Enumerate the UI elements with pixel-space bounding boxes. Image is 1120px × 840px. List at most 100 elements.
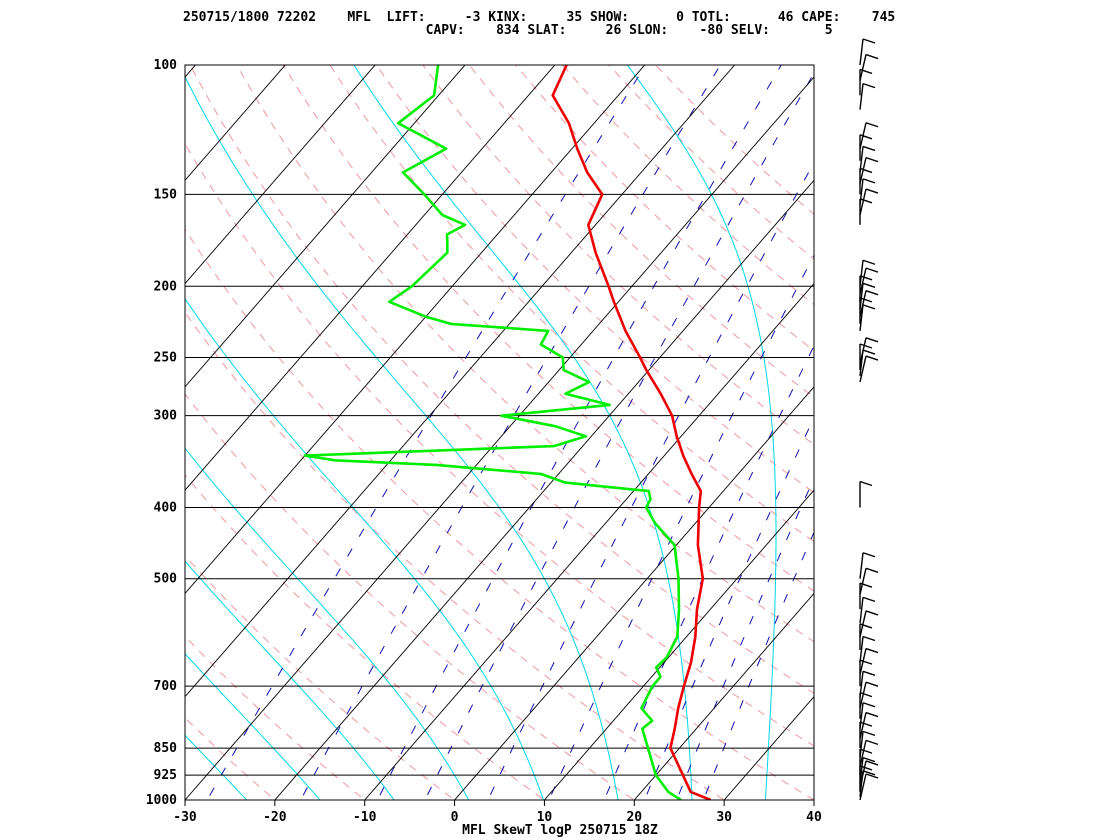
plot-frame [184, 64, 815, 801]
wind-barb [859, 145, 876, 173]
wind-barb [859, 259, 876, 287]
wind-barb [859, 188, 879, 216]
isotherm [633, 592, 814, 800]
temp-tick-label: 40 [806, 810, 822, 825]
wind-barb [859, 355, 879, 383]
mixing-ratio-line [376, 65, 782, 800]
wind-barb [859, 198, 873, 225]
pressure-tick-label: 700 [154, 679, 178, 694]
wind-barb [859, 756, 876, 784]
isotherm [185, 65, 197, 78]
wind-barb [859, 122, 879, 149]
wind-barb [859, 337, 879, 364]
pressure-tick-label: 100 [154, 58, 178, 73]
mixing-ratio-line [548, 254, 814, 800]
dry-adiabat [185, 717, 276, 800]
dry-adiabat [185, 474, 546, 800]
temp-tick-label: -20 [263, 810, 287, 825]
wind-barb [859, 343, 873, 371]
wind-barb [859, 681, 879, 709]
temp-tick-label: -10 [353, 810, 377, 825]
moist-adiabat [353, 65, 693, 800]
temp-tick-label: 10 [537, 810, 553, 825]
isotherm [813, 799, 814, 800]
mixing-ratio-line [424, 72, 814, 800]
moist-adiabat [626, 65, 777, 800]
dry-adiabat [185, 311, 726, 800]
isotherm [185, 65, 286, 181]
temp-tick-label: 30 [716, 810, 732, 825]
mixing-ratio-line [603, 344, 814, 800]
wind-barb [859, 156, 879, 184]
isotherm [185, 65, 646, 595]
temp-tick-label: 20 [626, 810, 642, 825]
pressure-tick-label: 500 [154, 572, 178, 587]
temp-tick-label: -30 [173, 810, 197, 825]
dry-adiabat [375, 65, 814, 494]
isotherm [453, 386, 814, 800]
wind-barb [859, 552, 876, 579]
moist-adiabat [185, 653, 321, 800]
header-line-2: CAPV: 834 SLAT: 26 SLON: -80 SELV: 5 [183, 23, 833, 38]
pressure-tick-label: 925 [154, 768, 177, 783]
dry-adiabat [185, 228, 814, 800]
temperature-line [551, 65, 712, 800]
pressure-tick-label: 1000 [146, 793, 177, 808]
wind-barb [859, 635, 876, 663]
pressure-tick-label: 300 [154, 409, 178, 424]
wind-barb [859, 647, 879, 675]
wind-barb [859, 702, 876, 729]
wind-barb [859, 178, 876, 205]
wind-barb [859, 739, 879, 767]
pressure-tick-label: 200 [154, 279, 178, 294]
mixing-ratio-line [206, 65, 647, 800]
isotherm [274, 179, 814, 800]
wind-barb [859, 38, 876, 66]
wind-barb [859, 480, 873, 508]
moist-adiabat [185, 447, 470, 800]
isotherm [185, 65, 556, 491]
chart-title: MFL SkewT logP 250715 18Z [462, 823, 658, 838]
isotherm [185, 65, 376, 285]
dry-adiabat [329, 65, 814, 543]
wind-barb [859, 297, 873, 324]
mixing-ratio-line [300, 65, 721, 800]
wind-barb [859, 623, 873, 650]
mixing-ratio-line [676, 477, 814, 800]
moist-adiabat [185, 75, 619, 800]
header-line-1: 250715/1800 72202 MFL LIFT: -3 KINX: 35 … [183, 10, 896, 25]
isotherm [0, 49, 30, 816]
wind-barb [859, 711, 879, 739]
wind-barb [859, 670, 876, 698]
wind-barb [859, 82, 876, 110]
dewpoint-line [303, 65, 682, 800]
wind-barb [859, 730, 876, 758]
wind-barb [859, 610, 879, 638]
dry-adiabat [185, 635, 366, 800]
dry-adiabat [185, 393, 636, 800]
mixing-ratio-line [644, 416, 814, 800]
dry-adiabat [282, 65, 814, 592]
dry-adiabat [236, 65, 814, 643]
pressure-tick-label: 150 [154, 187, 178, 202]
wind-barb [859, 760, 879, 788]
wind-barb [859, 304, 876, 331]
dry-adiabat [189, 65, 814, 694]
moist-adiabat [185, 560, 395, 800]
pressure-tick-label: 850 [154, 741, 178, 756]
mixing-ratio-line [702, 531, 814, 800]
wind-barb [859, 773, 879, 801]
wind-barb [859, 282, 876, 310]
temp-tick-label: 0 [451, 810, 459, 825]
pressure-tick-label: 400 [154, 501, 178, 516]
isotherm [0, 49, 120, 816]
dry-adiabat [468, 65, 814, 398]
dry-adiabat [185, 554, 456, 800]
dry-adiabat [185, 799, 186, 800]
isotherm [185, 65, 466, 388]
moist-adiabat [185, 734, 248, 800]
isotherm [364, 282, 814, 800]
pressure-tick-label: 250 [154, 350, 178, 365]
wind-barb [859, 267, 879, 295]
